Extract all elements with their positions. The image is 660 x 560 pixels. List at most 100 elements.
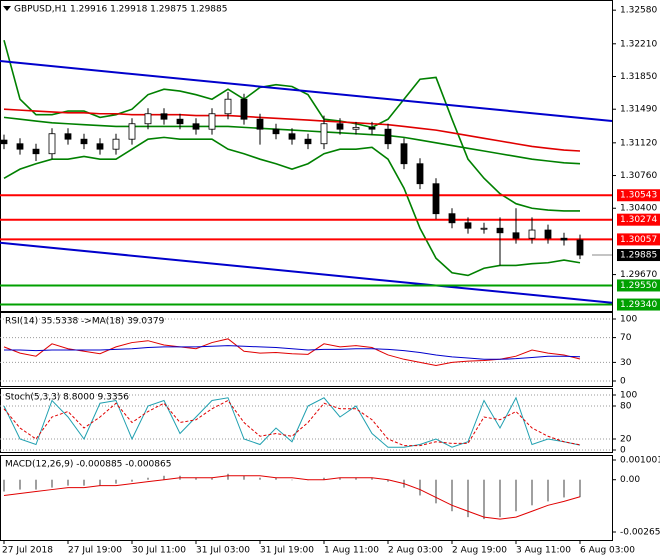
indicator-line — [3, 39, 580, 212]
histogram-bar — [483, 479, 485, 520]
candle-body — [80, 138, 88, 145]
y-tick-label: 20 — [620, 435, 632, 445]
candle-body — [416, 163, 424, 185]
y-tick-label: -0.002655 — [620, 528, 660, 538]
x-tick-label: 2 Aug 19:00 — [452, 546, 507, 556]
histogram-bar — [451, 479, 453, 512]
histogram-bar — [323, 477, 325, 480]
level-label-box — [617, 298, 660, 311]
panel-title: RSI(14) 35.5338 ->MA(18) 39.0379 — [5, 317, 165, 327]
candle-body — [64, 133, 72, 140]
trend-line — [0, 60, 613, 123]
histogram-bar — [259, 477, 261, 480]
histogram-bar — [115, 479, 117, 484]
x-tick-label: 27 Jul 19:00 — [68, 546, 122, 556]
candle-body — [560, 237, 568, 241]
histogram-bar — [67, 479, 69, 486]
candle-body — [336, 123, 344, 130]
panel-frame — [0, 312, 613, 387]
candle-body — [384, 128, 392, 145]
y-tick-label: 1.31490 — [620, 105, 657, 115]
candle-body — [208, 113, 216, 130]
panel-title: GBPUSD,H1 1.29916 1.29918 1.29875 1.2988… — [14, 5, 227, 15]
candle-body — [432, 183, 440, 215]
histogram-bar — [227, 473, 229, 480]
x-tick-label: 30 Jul 11:00 — [132, 546, 186, 556]
last-price-box — [617, 249, 660, 262]
candle-body — [240, 98, 248, 120]
x-tick-label: 2 Aug 03:00 — [388, 546, 443, 556]
candle-body — [448, 213, 456, 224]
histogram-bar — [339, 477, 341, 480]
y-tick-label: 1.31850 — [620, 72, 657, 82]
histogram-bar — [163, 475, 165, 480]
candle-body — [304, 138, 312, 145]
histogram-bar — [419, 479, 421, 496]
candle-body — [0, 139, 8, 145]
histogram-bar — [563, 479, 565, 498]
panel-frame — [0, 388, 613, 453]
histogram-bar — [19, 479, 21, 490]
indicator-line — [4, 345, 581, 360]
y-tick-label: 1.31120 — [620, 138, 657, 148]
candle-body — [400, 143, 408, 165]
x-tick-label: 31 Jul 19:00 — [260, 546, 314, 556]
candle-body — [528, 229, 536, 239]
panel-title: Stoch(5,3,3) 8.8000 9.3356 — [5, 393, 129, 403]
indicator-line — [3, 399, 581, 447]
candle-body — [496, 227, 504, 234]
y-tick-label: 30 — [620, 358, 632, 368]
histogram-bar — [467, 479, 469, 518]
candle-body — [480, 227, 488, 230]
candle-body — [544, 229, 552, 239]
candle-body — [288, 133, 296, 140]
level-label: 1.30057 — [620, 235, 657, 245]
candle-body — [272, 128, 280, 135]
histogram-bar — [435, 479, 437, 504]
candle-body — [112, 138, 120, 150]
level-label: 1.30543 — [620, 191, 657, 201]
y-tick-label: 1.32580 — [620, 6, 657, 16]
y-tick-label: 1.30760 — [620, 171, 657, 181]
candle-body — [368, 126, 376, 130]
candle-body — [32, 148, 40, 155]
y-tick-label: 0.001001 — [620, 456, 660, 466]
panel-title: MACD(12,26,9) -0.000885 -0.000865 — [5, 460, 171, 470]
indicator-line — [3, 338, 581, 367]
y-tick-label: 0 — [620, 446, 626, 456]
candle-body — [96, 143, 104, 150]
symbol-icon — [3, 6, 11, 11]
indicator-line — [3, 136, 581, 277]
y-tick-label: 0 — [620, 377, 626, 387]
y-tick-label: 100 — [620, 315, 637, 325]
histogram-bar — [99, 479, 101, 486]
histogram-bar — [51, 479, 53, 488]
candle-body — [128, 123, 136, 140]
histogram-bar — [579, 479, 581, 498]
candle-body — [16, 143, 24, 150]
x-tick-label: 1 Aug 11:00 — [324, 546, 379, 556]
histogram-bar — [291, 479, 293, 481]
level-label: 1.29340 — [620, 300, 657, 310]
last-price-label: 1.29885 — [620, 251, 657, 261]
histogram-bar — [3, 479, 5, 492]
level-label-box — [617, 189, 660, 202]
y-tick-label: 70 — [620, 333, 632, 343]
histogram-bar — [387, 479, 389, 482]
y-tick-label: 0.00 — [620, 475, 640, 485]
candle-body — [320, 123, 328, 145]
candle-body — [224, 98, 232, 115]
histogram-bar — [195, 477, 197, 480]
histogram-bar — [355, 477, 357, 480]
candle-body — [160, 113, 168, 120]
level-label-box — [617, 279, 660, 292]
candle-body — [256, 118, 264, 130]
panel-frame — [0, 0, 613, 312]
candle-body — [176, 118, 184, 125]
candle-body — [48, 133, 56, 155]
level-label: 1.29550 — [620, 281, 657, 291]
indicator-line — [3, 475, 581, 520]
